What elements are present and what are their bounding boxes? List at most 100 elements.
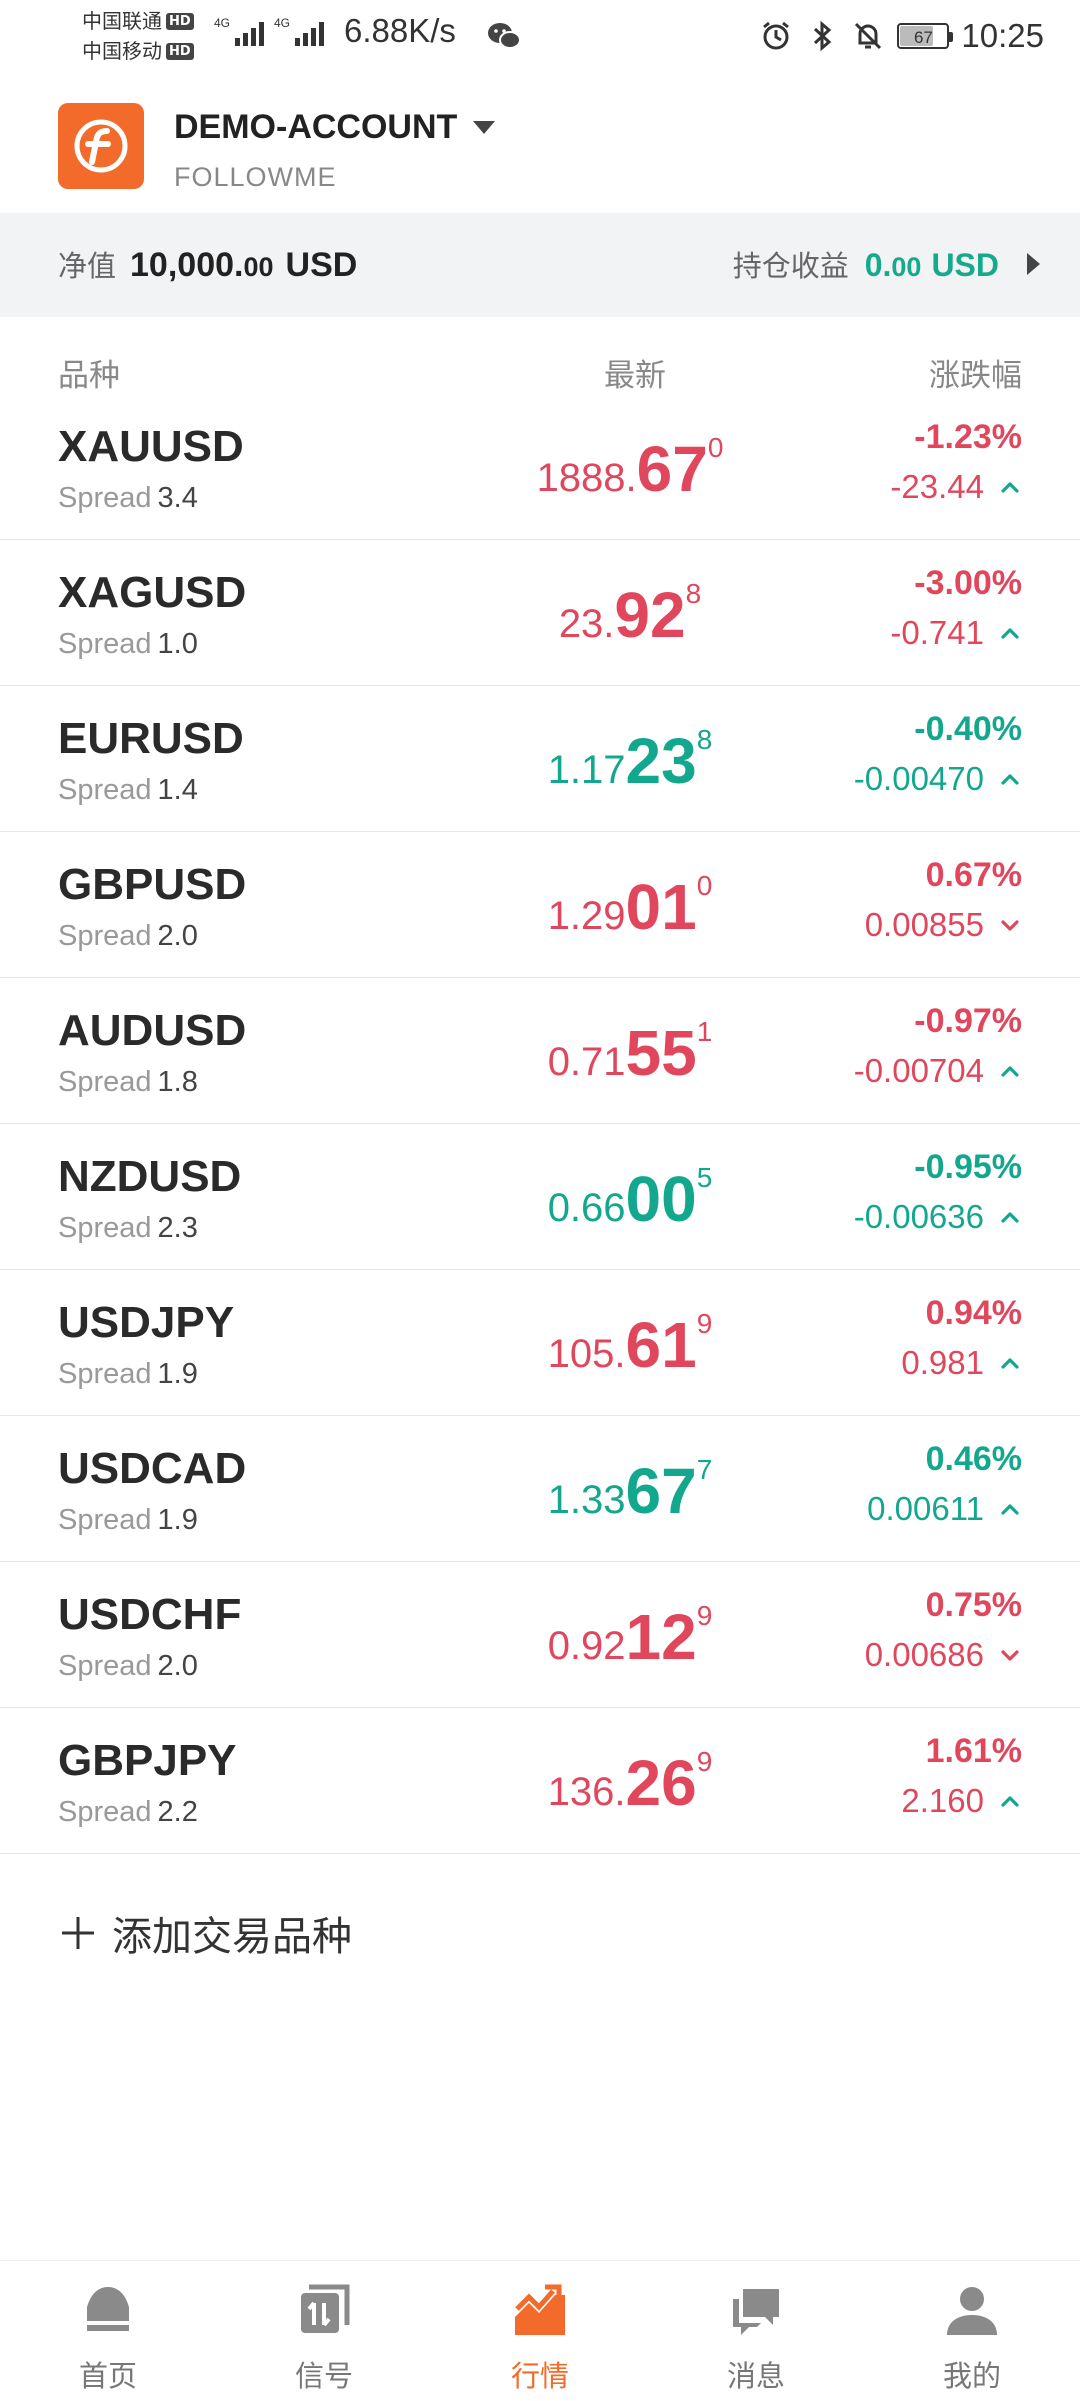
price-big: 92 [614,579,686,651]
account-name: DEMO-ACCOUNT [174,108,458,146]
equity-summary: 净值 10,000.00 USD [58,243,357,285]
quote-spread: Spread 1.8 [58,1066,198,1099]
nav-home[interactable]: 首页 [0,2261,216,2401]
spread-label: Spread [58,1796,152,1828]
nav-messages-label: 消息 [726,2361,785,2393]
carrier-2-name: 中国移动 [82,39,162,63]
change-percent: 0.46% [925,1440,1022,1478]
quote-symbol: XAUUSD [58,422,244,471]
account-header: DEMO-ACCOUNT FOLLOWME [0,84,1080,212]
change-abs-value: -0.00470 [853,760,984,797]
status-bar: 中国联通 HD 中国移动 HD 4G 4G 6.88K/s [0,0,1080,72]
price-big: 55 [625,1017,697,1089]
battery-indicator: 67 [897,23,954,49]
change-abs-value: 0.981 [901,1344,984,1381]
change-abs: 2.160 [901,1782,1022,1820]
wechat-icon [488,23,521,49]
price-big: 01 [625,871,697,943]
chevron-down-icon [1001,920,1019,931]
quote-row[interactable]: XAGUSD Spread 1.0 23.928 -3.00% -0.741 [0,540,1080,686]
chevron-down-icon [1001,1650,1019,1661]
pnl-value-main: 0. [864,247,892,283]
quote-symbol: XAGUSD [58,568,247,617]
quote-row[interactable]: EURUSD Spread 1.4 1.17238 -0.40% -0.00470 [0,686,1080,832]
quote-spread: Spread 2.3 [58,1212,198,1245]
spread-value: 3.4 [157,482,198,514]
carrier-info: 中国联通 HD 中国移动 HD [82,6,212,66]
account-subtitle: FOLLOWME [174,162,337,192]
signal-bar [311,28,317,46]
quote-row[interactable]: GBPJPY Spread 2.2 136.269 1.61% 2.160 [0,1708,1080,1854]
caret-down-icon [473,121,496,134]
price-lead: 1888. [536,456,637,500]
change-abs: 0.00686 [865,1636,1022,1674]
price-sup: 0 [696,870,713,901]
price-sup: 8 [696,724,713,755]
quote-row[interactable]: USDJPY Spread 1.9 105.619 0.94% 0.981 [0,1270,1080,1416]
spread-label: Spread [58,628,152,660]
plus-icon [62,1917,94,1949]
nav-market[interactable]: 行情 [432,2261,648,2401]
market-icon [515,2284,565,2335]
nav-mine[interactable]: 我的 [864,2261,1080,2401]
nav-home-label: 首页 [78,2361,137,2393]
quote-spread: Spread 2.0 [58,1650,198,1683]
carrier-1: 中国联通 HD [82,6,212,36]
price-sup: 0 [707,432,724,463]
quote-row[interactable]: XAUUSD Spread 3.4 1888.670 -1.23% -23.44 [0,394,1080,540]
alarm-icon [763,21,790,50]
chevron-up-icon [1001,774,1019,785]
home-icon [87,2287,129,2331]
change-percent: -0.95% [914,1148,1022,1186]
nav-signal[interactable]: 信号 [216,2261,432,2401]
signal-strength-2: 4G [274,16,325,46]
price-sup: 9 [696,1746,713,1777]
add-instrument-label: 添加交易品种 [112,1915,352,1959]
change-percent: -1.23% [914,418,1022,456]
quote-row[interactable]: USDCHF Spread 2.0 0.92129 0.75% 0.00686 [0,1562,1080,1708]
change-abs: -0.00636 [854,1198,1022,1236]
chevron-up-icon [1001,1212,1019,1223]
nav-messages[interactable]: 消息 [648,2261,864,2401]
position-pnl-link[interactable]: 持仓收益 0.00 USD [733,243,1040,285]
price-sup: 8 [685,578,702,609]
add-instrument-button[interactable]: 添加交易品种 [58,1904,352,1962]
quote-row[interactable]: NZDUSD Spread 2.3 0.66005 -0.95% -0.00636 [0,1124,1080,1270]
price-big: 23 [625,725,697,797]
spread-value: 2.0 [157,920,198,952]
quote-spread: Spread 1.9 [58,1504,198,1537]
spread-label: Spread [58,1504,152,1536]
change-abs-value: 0.00855 [864,906,984,943]
change-abs: -0.00470 [854,760,1022,798]
quote-symbol: GBPJPY [58,1736,237,1785]
nav-signal-label: 信号 [294,2361,353,2393]
chevron-up-icon [1001,482,1019,493]
carrier-2: 中国移动 HD [82,36,212,66]
chevron-up-icon [1001,628,1019,639]
account-switcher[interactable]: DEMO-ACCOUNT [174,108,496,147]
chevron-up-icon [1001,1358,1019,1369]
change-abs-value: 2.160 [901,1782,984,1819]
signal-bar [295,38,301,46]
signal-icon [301,2284,350,2333]
change-percent: 1.61% [925,1732,1022,1770]
spread-value: 1.8 [157,1066,198,1098]
change-percent: 0.67% [925,856,1022,894]
quote-price: 136.269 [490,1746,770,1820]
quote-spread: Spread 2.2 [58,1796,198,1829]
quote-row[interactable]: USDCAD Spread 1.9 1.33677 0.46% 0.00611 [0,1416,1080,1562]
spread-label: Spread [58,1066,152,1098]
header-symbol: 品种 [58,358,120,393]
quote-row[interactable]: AUDUSD Spread 1.8 0.71551 -0.97% -0.00704 [0,978,1080,1124]
net-speed: 6.88K/s [344,12,456,49]
chevron-up-icon [1001,1504,1019,1515]
messages-icon [733,2289,779,2335]
chevron-up-icon [1001,1066,1019,1077]
spread-label: Spread [58,920,152,952]
quote-row[interactable]: GBPUSD Spread 2.0 1.29010 0.67% 0.00855 [0,832,1080,978]
clock: 10:25 [961,17,1044,54]
quote-price: 23.928 [490,578,770,652]
carrier-1-name: 中国联通 [82,9,162,33]
quote-price: 0.92129 [490,1600,770,1674]
battery-level: 67 [913,28,933,47]
